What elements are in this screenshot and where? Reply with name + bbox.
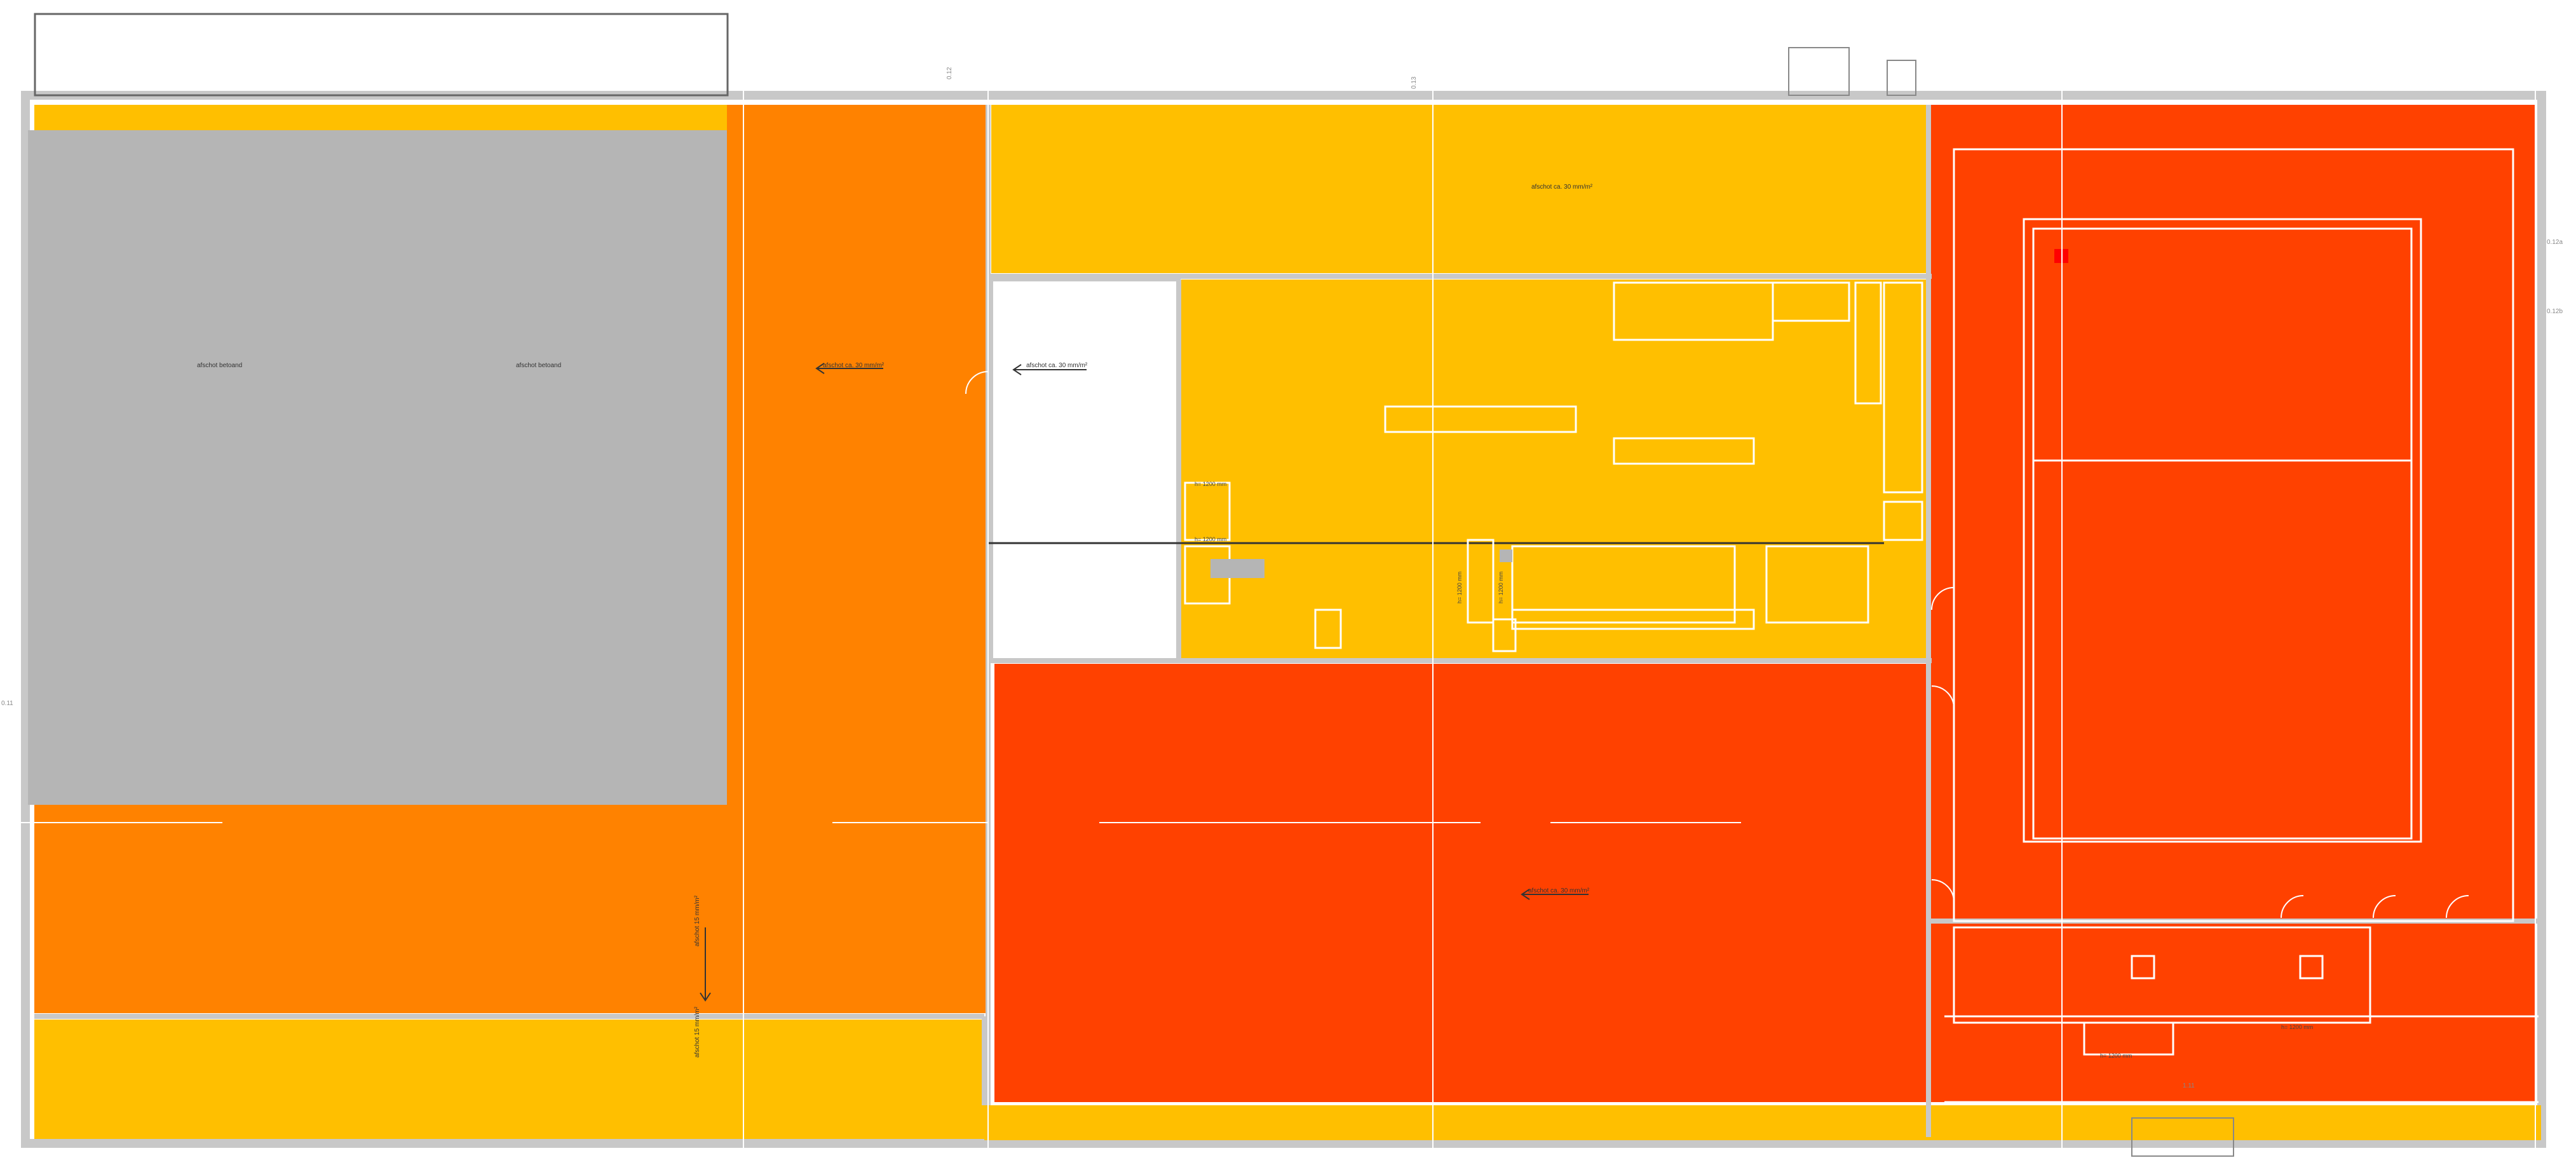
- zone-red-right: [1929, 105, 2535, 1102]
- height-annotation-4: h= 1200 mm: [1498, 572, 1504, 603]
- zone-yellow-left-top: [34, 105, 727, 133]
- axis-tag-4: 1.11: [2183, 1082, 2195, 1089]
- height-annotation-2: h= 1200 mm: [1195, 536, 1226, 542]
- label-yellow-bottom: afschot 15 mm/m²: [694, 1006, 701, 1058]
- label-grey-area-2: afschot betoand: [516, 362, 561, 369]
- label-white-room: afschot ca. 30 mm/m²: [1026, 362, 1088, 369]
- zone-yellow-top: [991, 105, 1929, 273]
- zone-orange-bottom-left: [34, 805, 727, 1013]
- zone-white-room: [989, 278, 1181, 663]
- height-annotation-3: h= 1200 mm: [1456, 572, 1463, 603]
- door-swing-icon: [965, 371, 2469, 919]
- label-orange-strip: afschot ca. 30 mm/m²: [823, 362, 885, 369]
- label-orange-vertical: afschot 15 mm/m²: [694, 895, 701, 946]
- staircase-icon: [1788, 47, 2234, 1157]
- slope-arrow-icon: [700, 363, 1589, 1002]
- arena-outlines: [1944, 148, 2539, 1103]
- machinery: [1184, 281, 1923, 652]
- zone-yellow-bottom: [34, 1020, 984, 1139]
- outer-wall: [21, 91, 2546, 1148]
- label-yellow-top: afschot ca. 30 mm/m²: [1531, 184, 1593, 191]
- zone-grey-area: [28, 130, 727, 805]
- axis-tag-6: 0.12b: [2547, 308, 2563, 315]
- zone-yellow-machine-room: [1181, 279, 1929, 661]
- canopy-outline: [34, 13, 729, 97]
- zone-red-center: [994, 664, 1929, 1102]
- zone-yellow-bottom-strip: [984, 1105, 2541, 1140]
- label-red-center: afschot ca. 30 mm/m²: [1528, 887, 1590, 894]
- axis-tag-1: 0.11: [1, 700, 13, 707]
- zone-orange-strip: [727, 105, 987, 1013]
- height-annotation-1: h= 1200 mm: [1195, 481, 1226, 487]
- axis-tag-2: 0.12: [946, 67, 953, 79]
- grey-equipment: [1210, 559, 1264, 578]
- label-grey-area-1: afschot betoand: [197, 362, 242, 369]
- grey-equipment-2: [1500, 549, 1512, 562]
- height-annotation-red: h= 1200 mm: [2281, 1024, 2313, 1030]
- height-annotation-stair: h= 1200 mm: [2100, 1053, 2132, 1059]
- axis-tag-5: 0.12a: [2547, 239, 2563, 246]
- axis-tag-3: 0.13: [1411, 76, 1418, 89]
